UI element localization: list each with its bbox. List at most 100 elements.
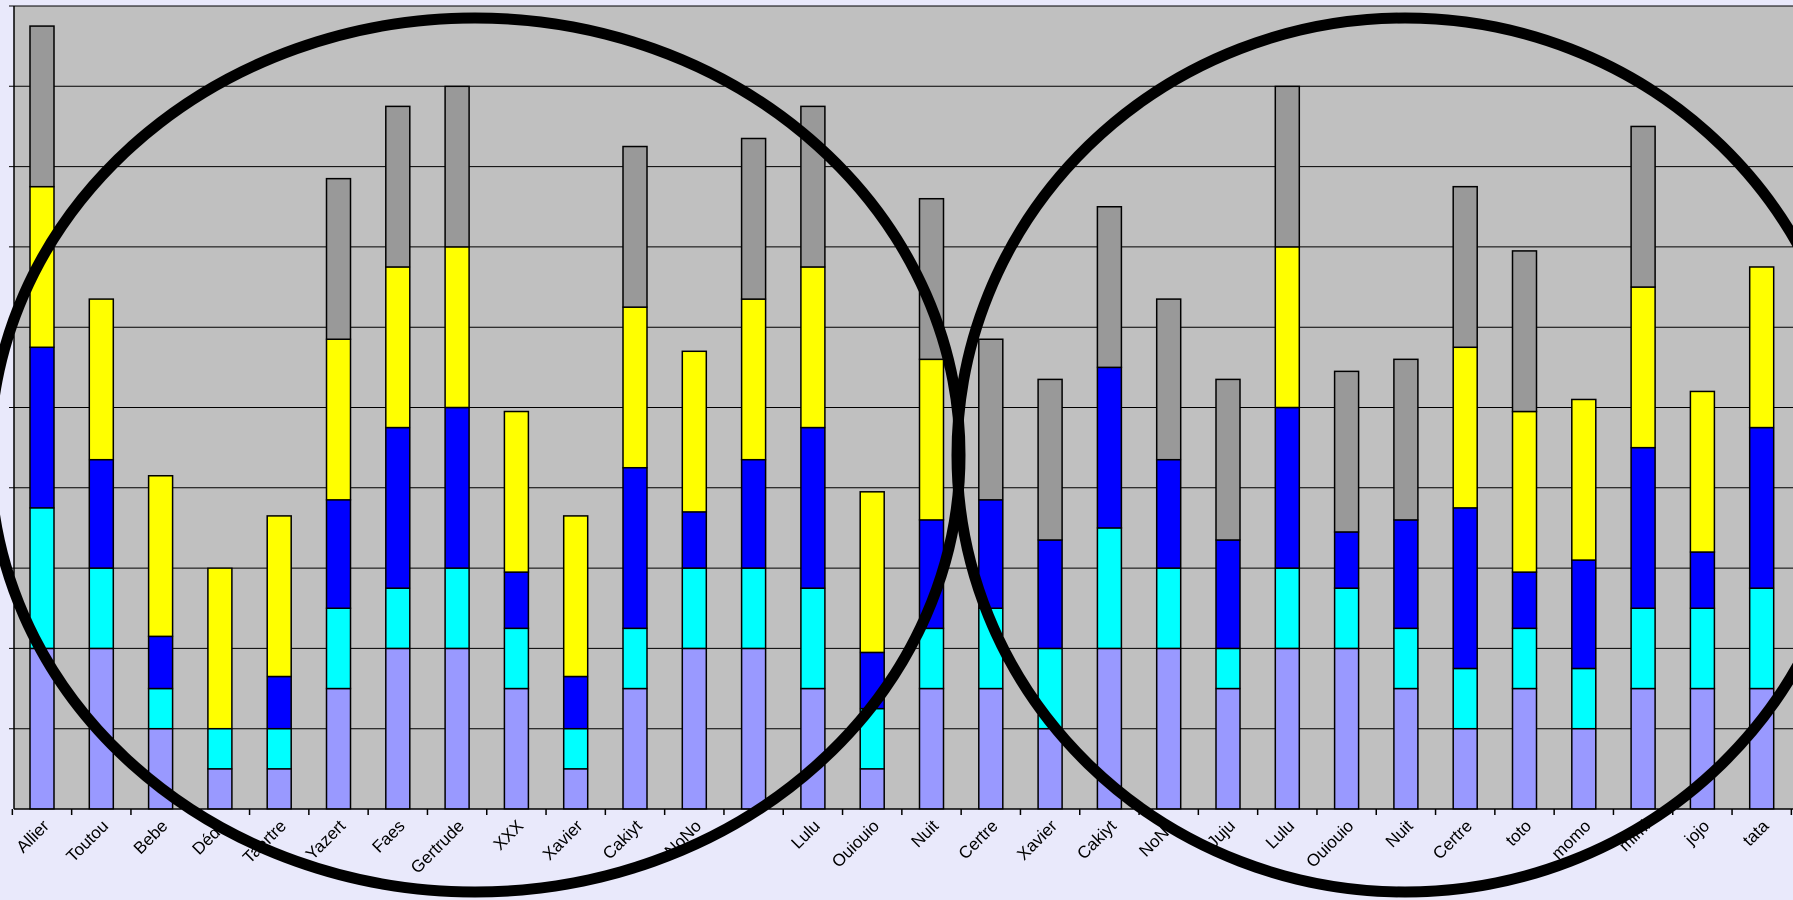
bar-segment bbox=[385, 266, 411, 429]
bar-segment bbox=[88, 458, 115, 569]
bar-segment bbox=[1689, 551, 1716, 609]
bar-segment bbox=[740, 567, 767, 650]
x-tick-label: Lulu bbox=[788, 816, 824, 852]
bar-segment bbox=[1630, 286, 1656, 449]
overlay-circles bbox=[0, 12, 1793, 898]
bar-segment bbox=[207, 768, 233, 810]
bar-segment bbox=[444, 85, 470, 248]
x-tick-label: Faes bbox=[368, 816, 408, 856]
bar-segment bbox=[1571, 727, 1597, 810]
bar-segment bbox=[266, 727, 292, 770]
bar-segment bbox=[1393, 519, 1419, 630]
x-tick-label: Cakiyt bbox=[599, 816, 646, 863]
bar-segment bbox=[622, 466, 648, 630]
bar-segment bbox=[859, 768, 885, 810]
bar-segment bbox=[325, 177, 352, 340]
bars bbox=[29, 25, 1775, 810]
bar-segment bbox=[1748, 426, 1775, 589]
bar-segment bbox=[859, 491, 885, 654]
bar-segment bbox=[1511, 571, 1538, 630]
x-tick-label: Yazert bbox=[302, 816, 349, 863]
bar-segment bbox=[266, 515, 292, 678]
bar-segment bbox=[681, 647, 708, 810]
bar-segment bbox=[562, 675, 589, 730]
x-ticks bbox=[11, 809, 1793, 815]
bar-segment bbox=[1511, 410, 1538, 573]
bar-segment bbox=[978, 338, 1004, 501]
bar-segment bbox=[444, 647, 470, 810]
bar-segment bbox=[1630, 125, 1656, 288]
bar-segment bbox=[740, 647, 767, 810]
bar-segment bbox=[562, 727, 589, 770]
x-tick-label: Bebe bbox=[130, 816, 172, 858]
x-tick-label: Nuit bbox=[1382, 816, 1417, 851]
x-tick-label: Gertrude bbox=[407, 816, 468, 877]
bar-segment bbox=[622, 145, 648, 308]
bar-segment bbox=[29, 346, 55, 509]
bar-segment bbox=[325, 499, 352, 609]
bar-segment bbox=[1630, 446, 1656, 609]
bar-segment bbox=[800, 426, 826, 589]
bar-segment bbox=[800, 687, 826, 810]
bar-segment bbox=[444, 567, 470, 650]
bar-segment bbox=[1452, 667, 1478, 730]
bar-segment bbox=[1393, 627, 1419, 690]
bar-segment bbox=[325, 687, 352, 810]
bar-segment bbox=[1274, 246, 1301, 409]
bar-segment bbox=[622, 687, 648, 810]
bar-segment bbox=[562, 768, 589, 810]
bar-segment bbox=[1333, 587, 1360, 650]
bar-segment bbox=[1571, 398, 1597, 561]
bar-segment bbox=[147, 635, 174, 690]
x-tick-label: Lulu bbox=[1262, 816, 1298, 852]
bar-segment bbox=[29, 25, 55, 188]
bar-segment bbox=[1511, 627, 1538, 690]
x-tick-label: Certre bbox=[955, 816, 1002, 863]
bar-segment bbox=[740, 298, 767, 461]
bar-segment bbox=[1511, 250, 1538, 413]
x-tick-label: Cakiyt bbox=[1073, 816, 1120, 863]
bar-segment bbox=[1748, 587, 1775, 690]
bar-segment bbox=[1511, 687, 1538, 810]
bar-segment bbox=[1748, 266, 1775, 429]
bar-segment bbox=[1333, 531, 1360, 589]
bar-segment bbox=[1274, 567, 1301, 650]
bar-segment bbox=[1452, 507, 1478, 670]
bar-segment bbox=[1571, 559, 1597, 670]
bar-segment bbox=[918, 358, 945, 521]
bar-segment bbox=[444, 246, 470, 409]
bar-segment bbox=[1689, 390, 1716, 553]
bar-segment bbox=[1393, 687, 1419, 810]
x-tick-label: XXX bbox=[490, 816, 527, 853]
gridlines bbox=[9, 5, 1793, 730]
bar-segment bbox=[1274, 85, 1301, 248]
bar-segment bbox=[1333, 647, 1360, 810]
x-tick-label: Certre bbox=[1429, 816, 1476, 863]
x-tick-label: Ouiouio bbox=[1303, 816, 1358, 871]
bar-segment bbox=[622, 627, 648, 690]
bar-segment bbox=[1630, 607, 1656, 690]
bar-segment bbox=[503, 687, 530, 810]
bar-segment bbox=[918, 687, 945, 810]
bar-segment bbox=[325, 338, 352, 501]
bar-segment bbox=[978, 687, 1004, 810]
bar-segment bbox=[1155, 298, 1182, 461]
bar-segment bbox=[1333, 370, 1360, 533]
bar-segment bbox=[325, 607, 352, 690]
bar-segment bbox=[1155, 567, 1182, 650]
bar-segment bbox=[1689, 607, 1716, 690]
bar-segment bbox=[444, 406, 470, 569]
bar-segment bbox=[740, 137, 767, 300]
bar-segment bbox=[385, 426, 411, 589]
bar-segment bbox=[147, 475, 174, 638]
bar-segment bbox=[266, 675, 292, 730]
bar-segment bbox=[147, 727, 174, 810]
bar-segment bbox=[1096, 206, 1123, 369]
bar-segment bbox=[740, 458, 767, 569]
bar-segment bbox=[1037, 378, 1063, 541]
x-tick-label: Xavier bbox=[1013, 816, 1061, 864]
x-tick-label: Toutou bbox=[63, 816, 113, 866]
bar-segment bbox=[1215, 687, 1241, 810]
bar-segment bbox=[503, 627, 530, 690]
x-tick-label: tata bbox=[1739, 816, 1773, 850]
